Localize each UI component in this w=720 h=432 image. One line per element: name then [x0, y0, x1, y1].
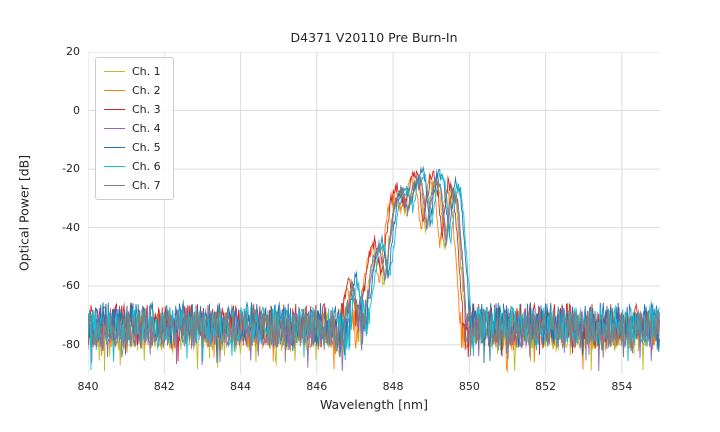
- y-tick-label: -40: [62, 220, 80, 234]
- legend-line-swatch: [104, 147, 125, 148]
- legend-label: Ch. 7: [132, 179, 161, 192]
- y-axis-label: Optical Power [dB]: [16, 154, 32, 272]
- x-tick-label: 852: [535, 380, 557, 393]
- x-tick-label: 850: [458, 380, 480, 393]
- legend-item: Ch. 3: [104, 100, 161, 119]
- x-tick-label: 842: [153, 380, 175, 393]
- legend-label: Ch. 4: [132, 122, 161, 135]
- y-tick-label: -20: [62, 162, 80, 176]
- y-tick-label: -60: [62, 279, 80, 293]
- legend-label: Ch. 3: [132, 103, 161, 116]
- plot-canvas: [88, 52, 660, 374]
- legend-item: Ch. 4: [104, 119, 161, 138]
- legend-line-swatch: [104, 185, 125, 186]
- x-tick-label: 844: [230, 380, 252, 393]
- legend-line-swatch: [104, 90, 125, 91]
- legend-item: Ch. 7: [104, 176, 161, 195]
- legend-line-swatch: [104, 166, 125, 167]
- x-tick-label: 854: [611, 380, 633, 393]
- plot-area: Ch. 1 Ch. 2 Ch. 3 Ch. 4 Ch. 5 Ch. 6 Ch. 7: [88, 52, 660, 374]
- legend-item: Ch. 5: [104, 138, 161, 157]
- x-tick-label: 848: [382, 380, 404, 393]
- y-tick-label: 20: [66, 45, 80, 58]
- legend-label: Ch. 5: [132, 141, 161, 154]
- x-axis-label: Wavelength [nm]: [320, 397, 428, 412]
- legend-item: Ch. 2: [104, 81, 161, 100]
- legend: Ch. 1 Ch. 2 Ch. 3 Ch. 4 Ch. 5 Ch. 6 Ch. 7: [95, 57, 174, 200]
- legend-label: Ch. 1: [132, 65, 161, 78]
- legend-label: Ch. 2: [132, 84, 161, 97]
- legend-label: Ch. 6: [132, 160, 161, 173]
- x-tick-label: 840: [77, 380, 99, 393]
- chart-title: D4371 V20110 Pre Burn-In: [290, 30, 458, 45]
- legend-item: Ch. 6: [104, 157, 161, 176]
- legend-item: Ch. 1: [104, 62, 161, 81]
- legend-line-swatch: [104, 128, 125, 129]
- legend-line-swatch: [104, 109, 125, 110]
- y-tick-label: -80: [62, 337, 80, 351]
- y-tick-label: 0: [73, 103, 80, 117]
- legend-line-swatch: [104, 71, 125, 72]
- x-tick-label: 846: [306, 380, 328, 393]
